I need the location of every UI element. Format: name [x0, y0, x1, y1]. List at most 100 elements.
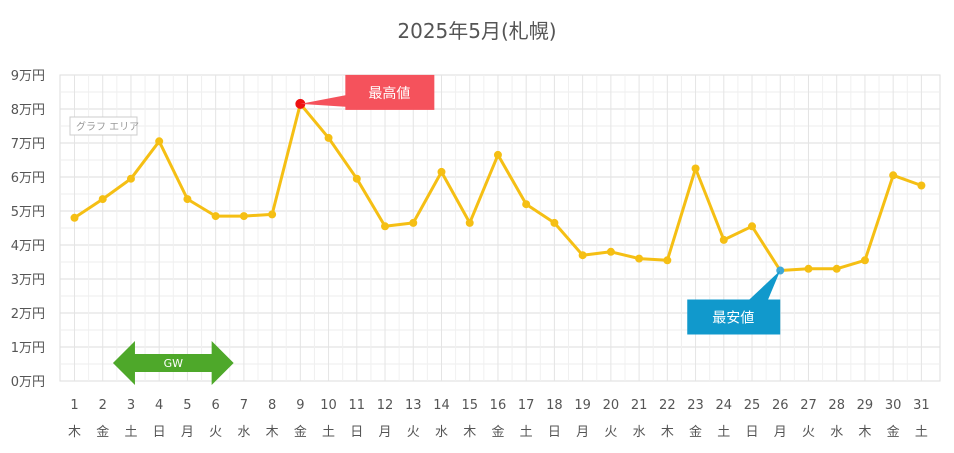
x-tick-day: 28: [828, 398, 845, 413]
x-tick-day: 24: [716, 398, 733, 413]
x-tick-day: 9: [296, 398, 304, 413]
x-tick-weekday: 日: [350, 425, 363, 440]
x-tick-weekday: 火: [802, 425, 815, 440]
data-point: [211, 212, 220, 221]
x-tick-weekday: 火: [407, 425, 420, 440]
x-tick-weekday: 金: [491, 424, 504, 440]
data-point: [832, 264, 841, 273]
x-tick-day: 14: [433, 398, 450, 413]
x-tick-day: 20: [603, 398, 620, 413]
x-tick-day: 22: [659, 398, 676, 413]
x-tick-weekday: 木: [661, 425, 674, 440]
series-points: [70, 98, 926, 275]
gw-double-arrow: [112, 341, 234, 385]
x-tick-day: 26: [772, 398, 789, 413]
x-tick-weekday: 月: [379, 425, 392, 440]
data-point: [917, 181, 926, 190]
max-callout-pointer: [300, 94, 348, 107]
x-tick-day: 25: [744, 398, 761, 413]
x-tick-weekday: 土: [124, 425, 137, 440]
max-callout-label: 最高値: [368, 85, 410, 102]
data-point: [606, 247, 615, 256]
x-tick-day: 21: [631, 398, 648, 413]
chart-area-label: グラフ エリア: [69, 116, 139, 136]
x-tick-weekday: 日: [548, 425, 561, 440]
x-tick-weekday: 月: [576, 425, 589, 440]
x-tick-weekday: 金: [689, 424, 702, 440]
min-callout-box: [687, 299, 781, 335]
x-tick-day: 15: [461, 398, 478, 413]
data-point: [183, 195, 192, 204]
x-tick-weekday: 日: [153, 425, 166, 440]
y-tick-label: 4万円: [11, 239, 45, 254]
y-axis: 0万円 1万円 2万円 3万円 4万円 5万円 6万円 7万円 8万円 9万円: [11, 69, 45, 390]
x-tick-weekday: 火: [209, 425, 222, 440]
chart-title: 2025年5月(札幌): [397, 19, 556, 43]
x-tick-day: 5: [183, 398, 191, 413]
data-point: [437, 167, 446, 176]
data-point: [860, 256, 869, 265]
x-tick-day: 1: [70, 398, 78, 413]
y-tick-label: 6万円: [11, 171, 45, 186]
x-tick-day: 4: [155, 398, 163, 413]
x-tick-weekday: 土: [520, 425, 533, 440]
min-callout-pointer: [747, 270, 781, 302]
x-tick-day: 27: [800, 398, 817, 413]
x-tick-weekday: 木: [68, 425, 81, 440]
x-axis: 1木2金3土4日5月6火7水8木9金10土11日12月13火14水15木16金1…: [68, 398, 930, 440]
x-tick-day: 16: [490, 398, 507, 413]
x-tick-day: 8: [268, 398, 276, 413]
x-tick-day: 29: [857, 398, 874, 413]
x-tick-day: 19: [574, 398, 591, 413]
data-point: [155, 137, 164, 146]
x-tick-day: 31: [913, 398, 930, 413]
x-tick-day: 7: [240, 398, 248, 413]
data-point: [268, 210, 277, 219]
x-tick-weekday: 土: [717, 425, 730, 440]
data-point: [691, 164, 700, 173]
x-tick-weekday: 水: [237, 425, 250, 440]
data-point: [522, 200, 531, 209]
x-tick-day: 17: [518, 398, 535, 413]
y-tick-label: 9万円: [11, 69, 45, 84]
data-point: [239, 212, 248, 221]
data-point: [126, 174, 135, 183]
x-tick-weekday: 月: [774, 425, 787, 440]
callouts: 最高値 最安値: [300, 74, 781, 335]
gw-annotation: GW: [112, 341, 234, 385]
x-tick-weekday: 火: [604, 425, 617, 440]
min-callout-label: 最安値: [712, 311, 754, 327]
x-tick-weekday: 水: [830, 425, 843, 440]
data-point: [748, 222, 757, 231]
x-tick-day: 11: [349, 398, 366, 413]
x-tick-day: 13: [405, 398, 422, 413]
y-tick-label: 2万円: [11, 307, 45, 322]
grid: [59, 74, 941, 382]
data-point: [98, 195, 107, 204]
x-tick-weekday: 金: [887, 424, 900, 440]
x-tick-weekday: 土: [915, 425, 928, 440]
data-point: [324, 133, 333, 142]
data-point: [493, 150, 502, 159]
x-tick-day: 3: [127, 398, 135, 413]
x-tick-day: 30: [885, 398, 902, 413]
y-tick-label: 7万円: [11, 137, 45, 152]
data-point: [804, 264, 813, 273]
gw-label: GW: [164, 357, 184, 370]
x-tick-weekday: 土: [322, 425, 335, 440]
data-point: [70, 213, 79, 222]
x-tick-day: 6: [212, 398, 220, 413]
y-tick-label: 3万円: [11, 273, 45, 288]
x-tick-weekday: 水: [435, 425, 448, 440]
data-point: [719, 235, 728, 244]
x-tick-weekday: 月: [181, 425, 194, 440]
y-tick-label: 5万円: [11, 205, 45, 220]
data-point: [465, 218, 474, 227]
y-tick-label: 0万円: [11, 375, 45, 390]
x-tick-weekday: 木: [858, 425, 871, 440]
x-tick-weekday: 木: [463, 425, 476, 440]
data-point: [578, 251, 587, 260]
max-callout-box: [345, 74, 435, 110]
data-point: [381, 222, 390, 231]
